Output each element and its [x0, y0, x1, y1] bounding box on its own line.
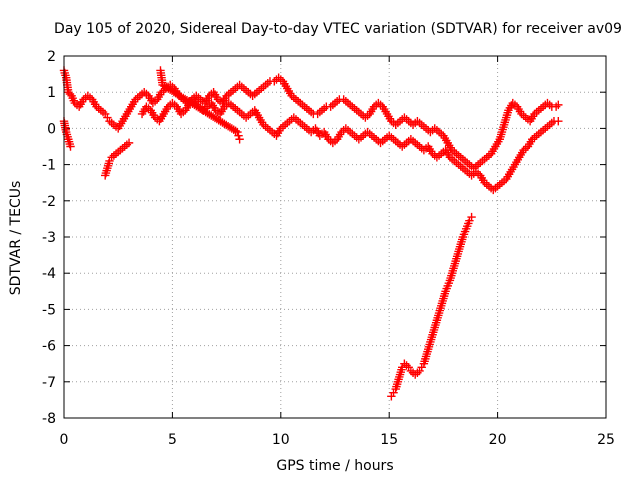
- x-tick-label: 20: [489, 432, 507, 448]
- y-tick-label: -4: [42, 266, 56, 282]
- y-tick-label: -6: [42, 339, 56, 355]
- x-tick-label: 25: [597, 432, 615, 448]
- y-tick-label: -7: [42, 375, 56, 391]
- x-tick-label: 5: [168, 432, 177, 448]
- x-axis-label: GPS time / hours: [276, 458, 393, 474]
- data-point: [554, 100, 563, 110]
- data-point: [124, 138, 134, 148]
- y-tick-label: -2: [42, 194, 56, 210]
- y-tick-label: -3: [42, 230, 56, 246]
- chart-title: Day 105 of 2020, Sidereal Day-to-day VTE…: [54, 21, 622, 37]
- data-point: [235, 135, 244, 144]
- data-point: [233, 127, 242, 137]
- plot-frame: [63, 55, 607, 419]
- y-tick-label: 2: [47, 49, 56, 65]
- y-axis-label: SDTVAR / TECUs: [8, 181, 24, 296]
- data-series: [59, 66, 563, 401]
- series-arc-a-main: [59, 66, 563, 173]
- data-point: [554, 116, 563, 126]
- x-tick-label: 10: [272, 432, 290, 448]
- series-arc-e-spikes: [156, 66, 244, 144]
- axis-tick-labels: 0 5 10 15 20 25 -8 -7 -6 -5 -4 -3 -2 -1 0 1 2: [42, 49, 615, 448]
- data-point: [66, 142, 75, 151]
- y-tick-label: -5: [42, 302, 56, 318]
- x-tick-label: 15: [380, 432, 398, 448]
- data-point: [234, 131, 243, 140]
- y-tick-label: 0: [47, 121, 56, 137]
- y-tick-label: -1: [42, 158, 56, 174]
- x-tick-label: 0: [60, 432, 69, 448]
- series-arc-b-low-start: [100, 138, 134, 180]
- series-arc-d-steep: [387, 212, 476, 401]
- y-tick-label: 1: [47, 85, 56, 101]
- y-tick-label: -8: [42, 411, 56, 427]
- data-point: [467, 212, 476, 222]
